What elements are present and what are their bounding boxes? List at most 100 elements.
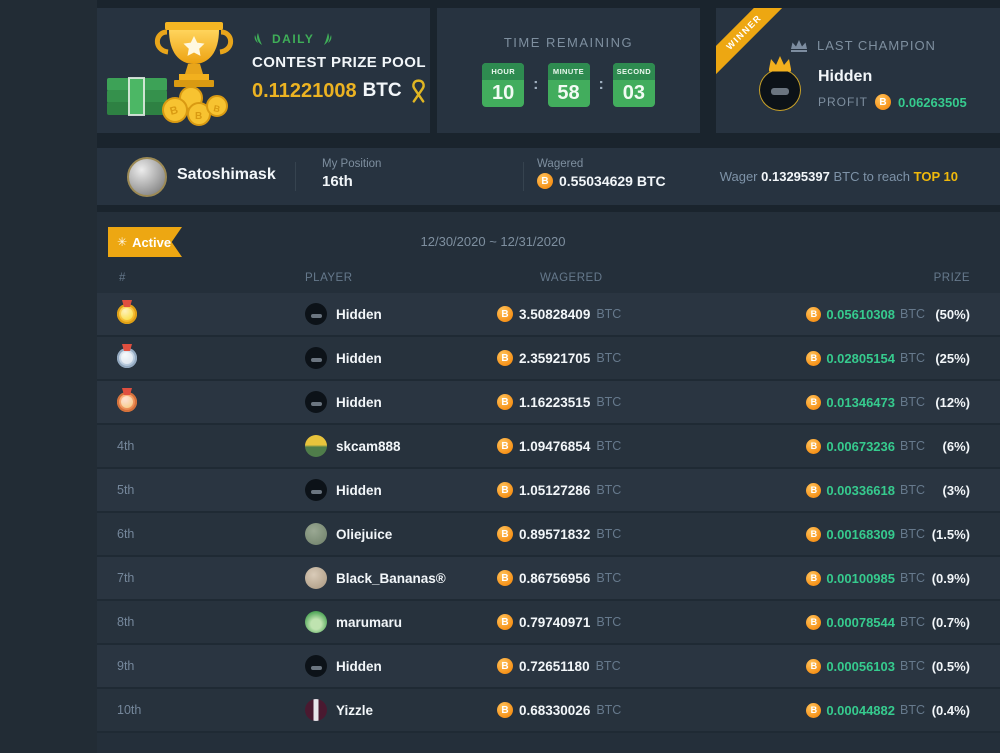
timer-hour-value: 10 bbox=[492, 82, 515, 104]
coin-pile: B B B bbox=[162, 86, 228, 126]
btc-label: BTC bbox=[900, 307, 925, 321]
wagered-amount: 0.72651180 bbox=[519, 658, 590, 674]
bitcoin-icon: B bbox=[497, 394, 513, 410]
table-row[interactable]: 9th Hidden B 0.72651180 BTC B 0.00056103… bbox=[97, 645, 1000, 689]
prize-percent: (0.4%) bbox=[931, 702, 970, 718]
wagered-amount: 1.16223515 bbox=[519, 394, 591, 410]
wagered-amount: 0.89571832 bbox=[519, 526, 591, 542]
time-remaining-card: TIME REMAINING HOUR 10 : MINUTE 58 : SEC… bbox=[437, 8, 700, 133]
table-row[interactable]: 4th skcam888 B 1.09476854 BTC B 0.006732… bbox=[97, 425, 1000, 469]
trophy-cup bbox=[154, 22, 234, 87]
svg-text:B: B bbox=[195, 111, 202, 122]
prize-percent: (3%) bbox=[942, 482, 970, 498]
btc-label: BTC bbox=[596, 571, 622, 585]
timer-second-value: 03 bbox=[622, 82, 645, 104]
wagered-value: 0.55034629 BTC bbox=[559, 173, 666, 189]
btc-label: BTC bbox=[596, 615, 622, 629]
btc-label: BTC bbox=[596, 527, 622, 541]
table-row[interactable]: 8th marumaru B 0.79740971 BTC B 0.000785… bbox=[97, 601, 1000, 645]
bitcoin-icon: B bbox=[806, 438, 822, 454]
player-avatar bbox=[305, 435, 327, 457]
btc-label: BTC bbox=[900, 395, 925, 409]
bitcoin-icon: B bbox=[875, 94, 891, 110]
daily-badge: DAILY bbox=[272, 32, 315, 46]
table-row[interactable]: Hidden B 2.35921705 BTC B 0.02805154 BTC… bbox=[97, 337, 1000, 381]
table-row[interactable]: 10th Yizzle B 0.68330026 BTC B 0.0004488… bbox=[97, 689, 1000, 733]
prize-pool-amount: 0.11221008 bbox=[252, 79, 357, 102]
btc-label: BTC bbox=[900, 703, 925, 717]
prize-percent: (12%) bbox=[935, 394, 970, 410]
bitcoin-icon: B bbox=[497, 438, 513, 454]
bitcoin-icon: B bbox=[497, 306, 513, 322]
bitcoin-icon: B bbox=[806, 482, 822, 498]
bitcoin-icon: B bbox=[497, 570, 513, 586]
player-name[interactable]: Yizzle bbox=[336, 702, 374, 718]
btc-label: BTC bbox=[596, 351, 622, 365]
trophy-money-illustration: B B B bbox=[103, 16, 243, 133]
laurel-right-icon bbox=[321, 32, 334, 46]
player-name[interactable]: Black_Bananas® bbox=[336, 570, 446, 586]
table-row[interactable]: 7th Black_Bananas® B 0.86756956 BTC B 0.… bbox=[97, 557, 1000, 601]
player-avatar bbox=[305, 699, 327, 721]
bitcoin-icon: B bbox=[806, 658, 822, 674]
champion-avatar[interactable] bbox=[760, 56, 800, 110]
prize-amount: 0.05610308 bbox=[826, 306, 895, 322]
profit-value: 0.06263505 bbox=[898, 94, 967, 110]
timer-second-label: SECOND bbox=[612, 63, 655, 80]
timer-minute-value: 58 bbox=[557, 82, 580, 104]
medal-icon bbox=[117, 392, 137, 412]
bitcoin-icon: B bbox=[806, 570, 822, 586]
btc-label: BTC bbox=[596, 395, 622, 409]
rank-label: 6th bbox=[117, 527, 135, 541]
laurel-left-icon bbox=[252, 32, 265, 46]
player-name[interactable]: marumaru bbox=[336, 614, 403, 630]
table-row[interactable]: Hidden B 3.50828409 BTC B 0.05610308 BTC… bbox=[97, 293, 1000, 337]
gold-crown-icon bbox=[767, 55, 793, 77]
player-name[interactable]: Hidden bbox=[336, 394, 382, 410]
divider bbox=[295, 162, 296, 191]
table-row[interactable]: 5th Hidden B 1.05127286 BTC B 0.00336618… bbox=[97, 469, 1000, 513]
svg-text:B: B bbox=[213, 103, 222, 114]
bitcoin-icon: B bbox=[806, 614, 822, 630]
hint-top10: TOP 10 bbox=[913, 169, 958, 184]
prize-pool-card: B B B DAILY CONTEST PRIZE POOL 0.1122100… bbox=[97, 8, 430, 133]
table-row[interactable]: Hidden B 1.16223515 BTC B 0.01346473 BTC… bbox=[97, 381, 1000, 425]
btc-label: BTC bbox=[900, 439, 925, 453]
column-rank: # bbox=[119, 272, 126, 284]
prize-amount: 0.00336618 bbox=[826, 482, 895, 498]
column-wagered: WAGERED bbox=[540, 272, 603, 284]
btc-label: BTC bbox=[900, 571, 925, 585]
champion-name[interactable]: Hidden bbox=[818, 68, 873, 85]
contest-date-range: 12/30/2020 ~ 12/31/2020 bbox=[420, 234, 566, 249]
btc-label: BTC bbox=[596, 483, 622, 497]
player-name[interactable]: Hidden bbox=[336, 658, 382, 674]
timer-colon: : bbox=[533, 76, 539, 93]
player-name[interactable]: Oliejuice bbox=[336, 526, 393, 542]
bitcoin-icon: B bbox=[806, 394, 822, 410]
btc-label: BTC bbox=[596, 307, 622, 321]
player-avatar bbox=[305, 391, 327, 413]
wagered-amount: 0.79740971 bbox=[519, 614, 591, 630]
btc-label: BTC bbox=[595, 659, 621, 673]
rank-label: 7th bbox=[117, 571, 135, 585]
wagered-amount: 3.50828409 bbox=[519, 306, 591, 322]
wager-to-reach-hint: Wager 0.13295397 BTC to reach TOP 10 bbox=[720, 169, 958, 184]
btc-label: BTC bbox=[900, 527, 925, 541]
player-name[interactable]: skcam888 bbox=[336, 438, 401, 454]
rank-label: 9th bbox=[117, 659, 135, 673]
award-ribbon-icon bbox=[410, 78, 427, 104]
page-left-margin bbox=[0, 0, 97, 753]
table-row[interactable]: 6th Oliejuice B 0.89571832 BTC B 0.00168… bbox=[97, 513, 1000, 557]
prize-percent: (6%) bbox=[942, 438, 970, 454]
user-avatar[interactable] bbox=[127, 157, 167, 197]
bitcoin-icon: B bbox=[497, 526, 513, 542]
player-name[interactable]: Hidden bbox=[336, 306, 382, 322]
my-position-value: 16th bbox=[322, 173, 353, 190]
player-avatar bbox=[305, 655, 327, 677]
bitcoin-icon: B bbox=[806, 306, 822, 322]
spinner-icon: ✳ bbox=[117, 235, 128, 249]
prize-percent: (1.5%) bbox=[931, 526, 970, 542]
player-name[interactable]: Hidden bbox=[336, 350, 382, 366]
player-name[interactable]: Hidden bbox=[336, 482, 382, 498]
